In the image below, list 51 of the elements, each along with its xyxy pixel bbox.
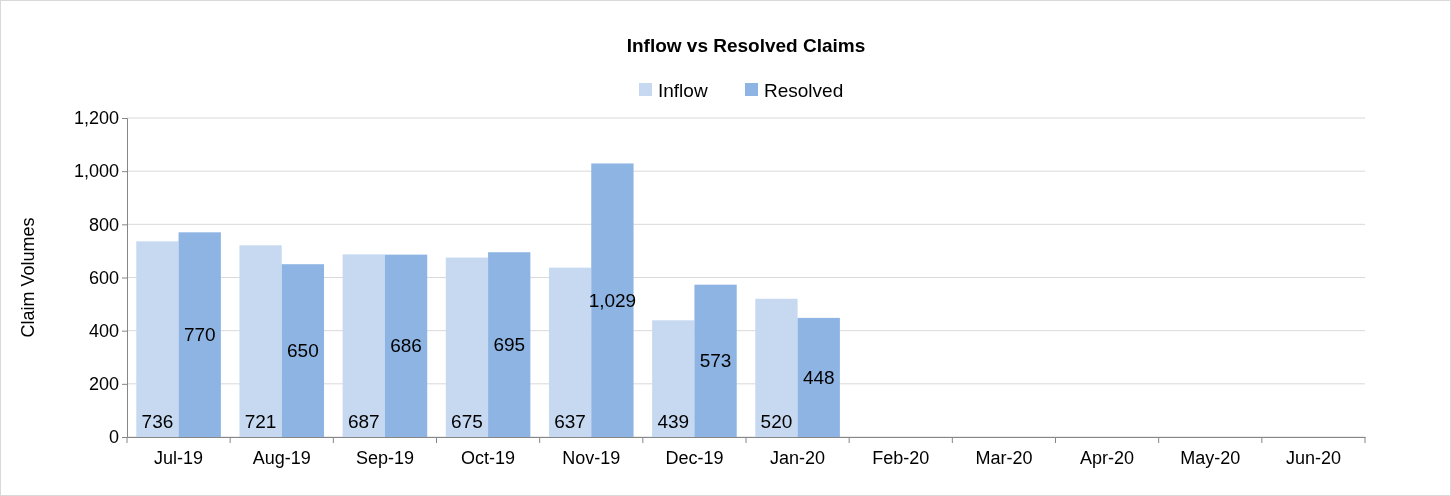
- x-tick-label: Aug-19: [252, 447, 311, 468]
- data-label: 770: [183, 324, 216, 346]
- x-tick-label: Nov-19: [562, 447, 621, 468]
- x-tick-label: Sep-19: [355, 447, 414, 468]
- bar: [281, 264, 325, 437]
- bar: [694, 284, 737, 437]
- bar: [488, 252, 531, 437]
- bar: [797, 317, 840, 437]
- legend-label: Resolved: [764, 79, 844, 101]
- data-label: 686: [390, 335, 422, 357]
- data-label: 1,029: [588, 289, 637, 311]
- legend-label: Inflow: [658, 79, 708, 101]
- x-tick-label: Mar-20: [975, 447, 1033, 468]
- bar: [136, 241, 179, 437]
- data-label: 721: [244, 410, 277, 432]
- data-label: 736: [141, 410, 174, 432]
- bar: [384, 254, 428, 437]
- y-tick-label: 800: [88, 214, 119, 235]
- data-label: 573: [699, 350, 732, 372]
- data-label: 520: [760, 410, 793, 432]
- bar: [239, 245, 282, 437]
- x-tick-label: Dec-19: [665, 447, 724, 468]
- bar: [342, 254, 385, 437]
- y-tick-label: 200: [88, 374, 119, 395]
- data-label: 637: [554, 410, 586, 432]
- bar: [652, 320, 695, 437]
- bar: [591, 163, 634, 437]
- bar: [178, 232, 221, 437]
- data-label: 650: [287, 340, 319, 362]
- y-tick-label: 600: [88, 267, 119, 288]
- bar: [755, 298, 798, 437]
- y-tick-label: 1,000: [73, 161, 119, 182]
- x-tick-label: Jul-19: [154, 447, 204, 468]
- chart-title: Inflow vs Resolved Claims: [626, 35, 866, 56]
- data-label: 448: [802, 367, 835, 389]
- y-axis-title: Claim Volumes: [18, 217, 38, 338]
- x-tick-label: Feb-20: [872, 447, 930, 468]
- y-tick-label: 0: [108, 427, 119, 448]
- bar: [445, 257, 489, 437]
- x-tick-label: May-20: [1180, 447, 1241, 468]
- data-label: 695: [493, 334, 526, 356]
- data-label: 675: [451, 410, 483, 432]
- x-tick-label: Jan-20: [770, 447, 826, 468]
- data-label: 439: [657, 410, 690, 432]
- data-label: 687: [347, 410, 380, 432]
- x-tick-label: Jun-20: [1285, 447, 1341, 468]
- y-tick-label: 1,200: [73, 108, 119, 129]
- y-tick-label: 400: [88, 320, 119, 341]
- x-tick-label: Apr-20: [1080, 447, 1135, 468]
- x-tick-label: Oct-19: [461, 447, 516, 468]
- bar: [548, 267, 592, 437]
